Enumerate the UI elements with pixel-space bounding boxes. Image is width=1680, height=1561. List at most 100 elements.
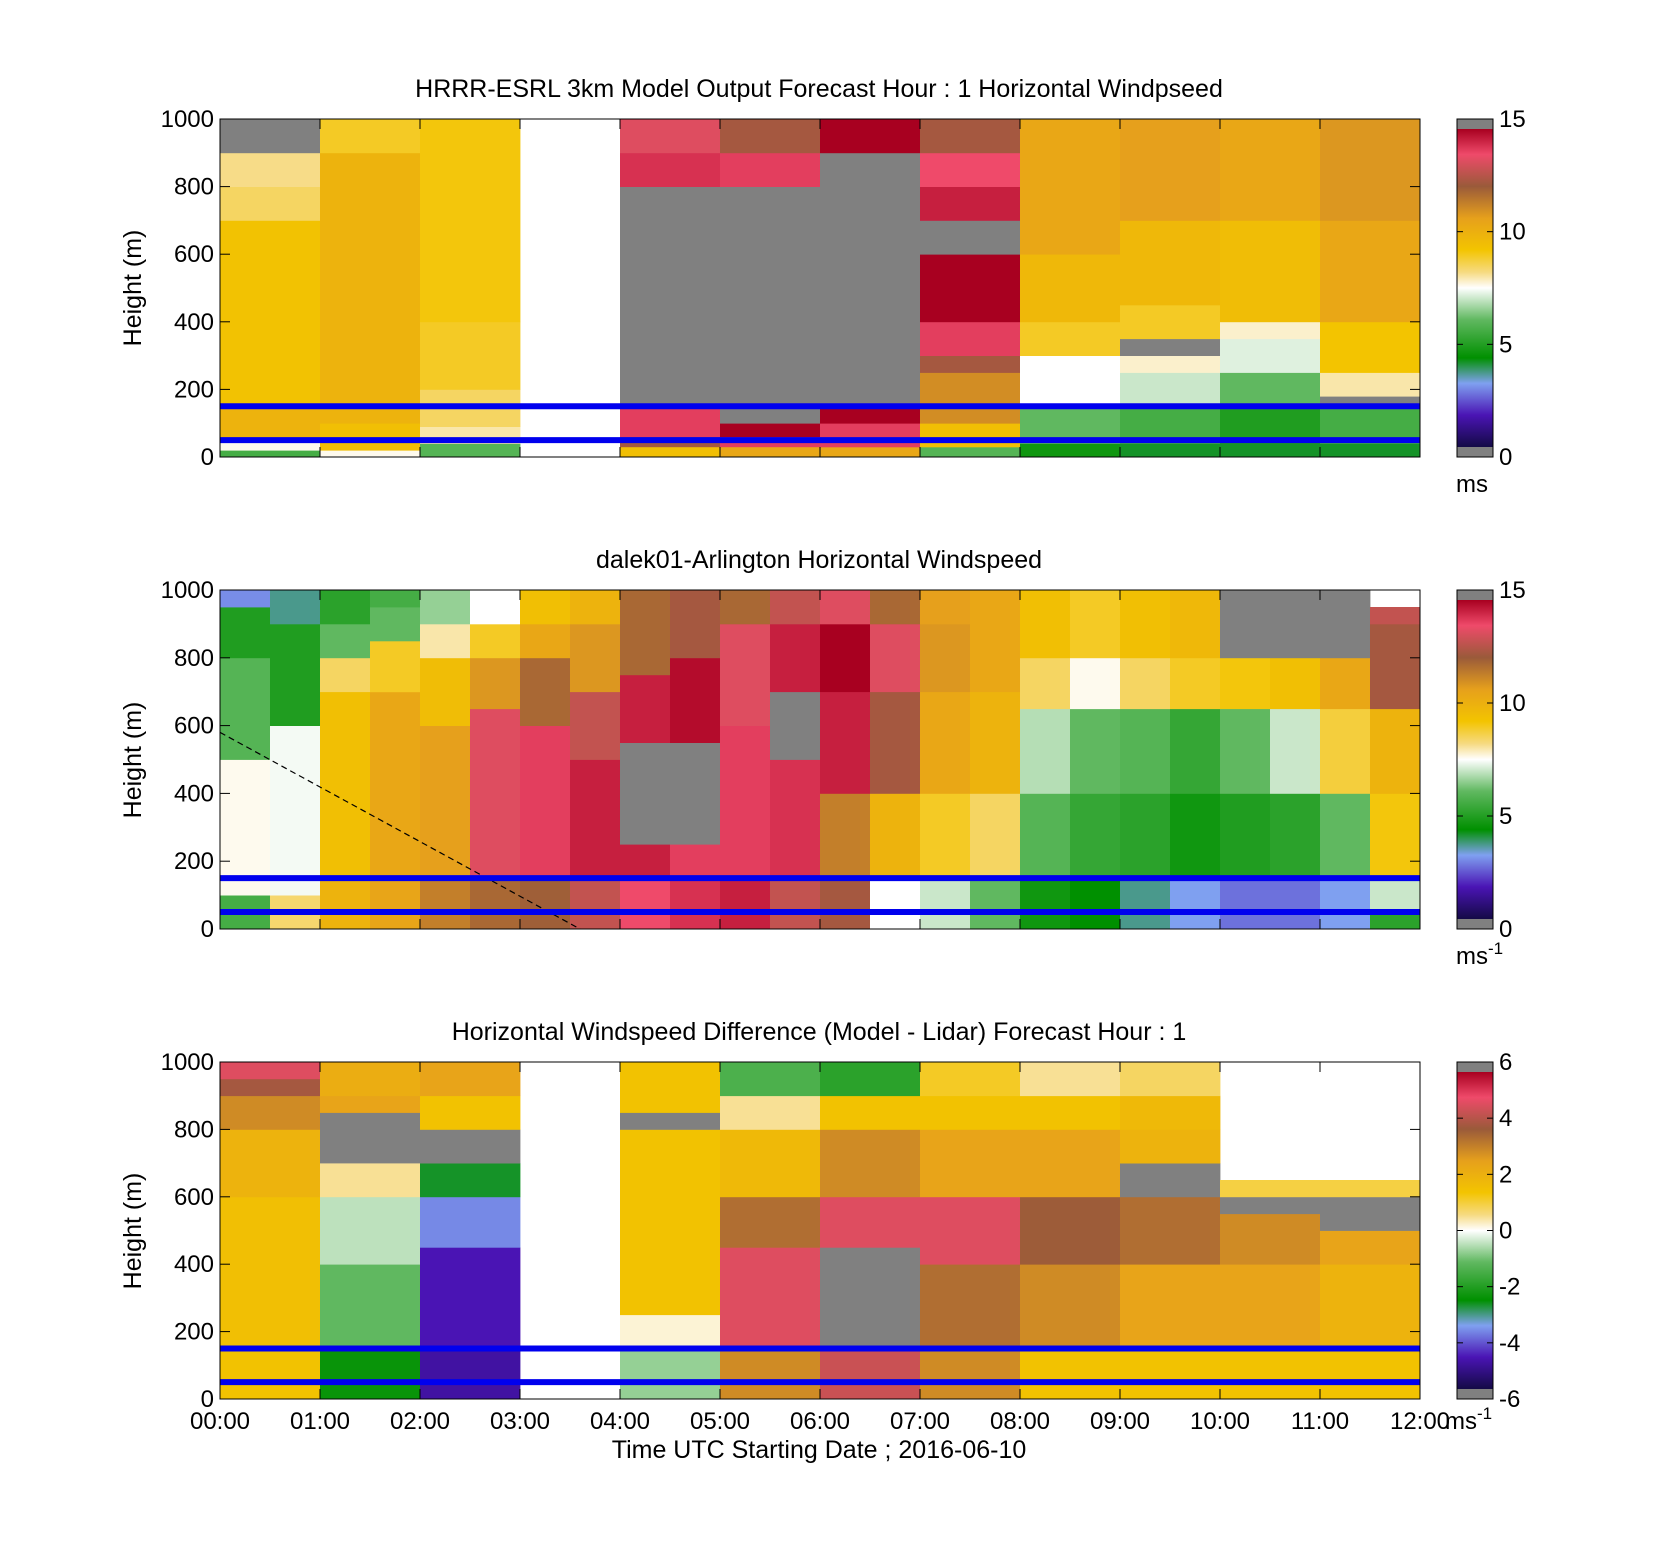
heatmap-cell-0-0-2 bbox=[220, 406, 321, 443]
heatmap-cell-2-4-3 bbox=[620, 1112, 721, 1130]
panel-2-dashed-line bbox=[219, 731, 581, 930]
heatmap-cell-1-23-2 bbox=[1370, 793, 1421, 879]
heatmap-cell-2-9-6 bbox=[1120, 1062, 1221, 1097]
heatmap-cell-2-7-1 bbox=[920, 1264, 1021, 1349]
heatmap-cell-0-0-0 bbox=[220, 450, 321, 458]
heatmap-cell-2-7-2 bbox=[920, 1196, 1021, 1265]
heatmap-cell-2-9-0 bbox=[1120, 1348, 1221, 1400]
heatmap-cell-1-3-1 bbox=[370, 691, 421, 879]
heatmap-cell-1-15-4 bbox=[970, 590, 1021, 625]
heatmap-cell-2-10-0 bbox=[1220, 1348, 1321, 1400]
heatmap-cell-1-17-4 bbox=[1070, 590, 1121, 659]
heatmap-cell-0-7-1 bbox=[920, 423, 1021, 448]
heatmap-cell-0-8-2 bbox=[1020, 355, 1121, 407]
heatmap-cell-1-23-0 bbox=[1370, 912, 1421, 930]
heatmap-cell-0-0-3 bbox=[220, 220, 321, 407]
heatmap-cell-1-7-3 bbox=[570, 623, 621, 693]
heatmap-cell-2-5-0 bbox=[720, 1348, 821, 1400]
heatmap-cell-1-17-1 bbox=[1070, 793, 1121, 879]
panel-1-colorbar: 0 5 10 15 ms bbox=[1456, 106, 1526, 498]
heatmap-cell-1-17-0 bbox=[1070, 878, 1121, 930]
heatmap-cell-1-14-3 bbox=[920, 623, 971, 693]
heatmap-cell-0-8-5 bbox=[1020, 119, 1121, 255]
panel-1-ylabel: Height (m) bbox=[119, 230, 147, 347]
heatmap-cell-2-1-3 bbox=[320, 1163, 421, 1198]
colorbar-lower-cap bbox=[1457, 919, 1493, 929]
heatmap-cell-0-11-5 bbox=[1320, 220, 1421, 323]
heatmap-cell-1-22-3 bbox=[1320, 657, 1371, 710]
colorbar-tick-label: 0 bbox=[1499, 1218, 1512, 1245]
panel-model: HRRR-ESRL 3km Model Output Forecast Hour… bbox=[119, 75, 1526, 498]
heatmap-cell-1-19-0 bbox=[1170, 878, 1221, 930]
heatmap-cell-2-7-4 bbox=[920, 1095, 1021, 1130]
heatmap-cell-2-6-5 bbox=[820, 1062, 921, 1097]
heatmap-cell-0-7-8 bbox=[920, 152, 1021, 187]
panel-2-colorbar: 0 5 10 15 ms-1 bbox=[1456, 577, 1526, 970]
heatmap-cell-0-9-2 bbox=[1120, 372, 1221, 407]
heatmap-cell-1-18-1 bbox=[1120, 793, 1171, 879]
colorbar-gradient bbox=[1457, 600, 1493, 919]
heatmap-cell-0-5-2 bbox=[720, 423, 821, 438]
x-tick-label: 03:00 bbox=[490, 1408, 550, 1435]
heatmap-cell-1-2-4 bbox=[320, 590, 371, 625]
heatmap-cell-2-0-4 bbox=[220, 1078, 321, 1097]
heatmap-cell-1-2-3 bbox=[320, 623, 371, 659]
heatmap-cell-1-18-3 bbox=[1120, 657, 1171, 710]
heatmap-cell-1-14-0 bbox=[920, 878, 971, 930]
heatmap-cell-1-4-1 bbox=[420, 725, 471, 879]
heatmap-cell-2-6-4 bbox=[820, 1095, 921, 1130]
panel-3-ylabel: Height (m) bbox=[119, 1173, 147, 1290]
heatmap-cell-1-16-4 bbox=[1020, 590, 1071, 659]
heatmap-cell-1-11-0 bbox=[770, 878, 821, 930]
heatmap-cell-2-2-6 bbox=[420, 1062, 521, 1097]
panel-2-ylabel: Height (m) bbox=[119, 702, 147, 819]
x-tick-label: 08:00 bbox=[990, 1408, 1050, 1435]
heatmap-cell-0-9-6 bbox=[1120, 220, 1221, 306]
heatmap-cell-2-11-0 bbox=[1320, 1348, 1421, 1400]
heatmap-cell-2-4-0 bbox=[620, 1348, 721, 1400]
y-tick-label: 800 bbox=[174, 645, 214, 672]
heatmap-cell-0-8-3 bbox=[1020, 321, 1121, 356]
panel-difference: Horizontal Windspeed Difference (Model -… bbox=[119, 1018, 1520, 1435]
heatmap-cell-1-3-4 bbox=[370, 590, 421, 608]
heatmap-cell-1-22-1 bbox=[1320, 793, 1371, 879]
colorbar-tick-label: 0 bbox=[1499, 916, 1512, 943]
heatmap-cell-1-16-3 bbox=[1020, 657, 1071, 710]
heatmap-cell-2-2-2 bbox=[420, 1196, 521, 1248]
colorbar-upper-cap bbox=[1457, 119, 1493, 129]
heatmap-cell-1-6-2 bbox=[520, 657, 571, 726]
y-tick-label: 800 bbox=[174, 174, 214, 201]
heatmap-cell-1-11-2 bbox=[770, 691, 821, 760]
heatmap-cell-1-8-1 bbox=[620, 844, 671, 879]
heatmap-cell-2-2-1 bbox=[420, 1247, 521, 1349]
heatmap-cell-1-8-4 bbox=[620, 590, 671, 676]
heatmap-cell-0-10-2 bbox=[1220, 372, 1321, 407]
colorbar-unit: ms-1 bbox=[1456, 939, 1503, 970]
heatmap-cell-2-7-5 bbox=[920, 1062, 1021, 1097]
heatmap-cell-0-9-5 bbox=[1120, 304, 1221, 340]
colorbar-tick-label: 15 bbox=[1499, 577, 1526, 604]
heatmap-cell-1-3-3 bbox=[370, 607, 421, 642]
heatmap-cell-1-6-3 bbox=[520, 623, 571, 659]
heatmap-cell-2-7-3 bbox=[920, 1129, 1021, 1198]
heatmap-cell-1-12-3 bbox=[820, 623, 871, 693]
colorbar-upper-cap bbox=[1457, 1062, 1493, 1072]
colorbar-tick-label: 5 bbox=[1499, 803, 1512, 830]
heatmap-cell-0-1-3 bbox=[320, 119, 421, 154]
panel-3-x-ticks: 00:00 01:00 02:00 03:00 04:00 05:00 06:00 07:00… bbox=[190, 1062, 1450, 1435]
heatmap-cell-1-21-0 bbox=[1270, 878, 1321, 930]
heatmap-cell-2-1-1 bbox=[320, 1264, 421, 1349]
heatmap-cell-1-6-1 bbox=[520, 725, 571, 879]
heatmap-cell-0-7-5 bbox=[920, 254, 1021, 323]
heatmap-cell-0-6-2 bbox=[820, 406, 921, 424]
heatmap-cell-1-2-1 bbox=[320, 691, 371, 879]
heatmap-cell-1-6-4 bbox=[520, 590, 571, 625]
heatmap-cell-0-0-4 bbox=[220, 186, 321, 221]
heatmap-cell-1-21-3 bbox=[1270, 657, 1321, 710]
heatmap-cell-1-23-3 bbox=[1370, 708, 1421, 794]
heatmap-cell-0-10-4 bbox=[1220, 321, 1321, 340]
y-tick-label: 1000 bbox=[161, 106, 214, 133]
colorbar-tick-label: 6 bbox=[1499, 1049, 1512, 1076]
panel-3-heatmap bbox=[220, 1062, 1421, 1400]
